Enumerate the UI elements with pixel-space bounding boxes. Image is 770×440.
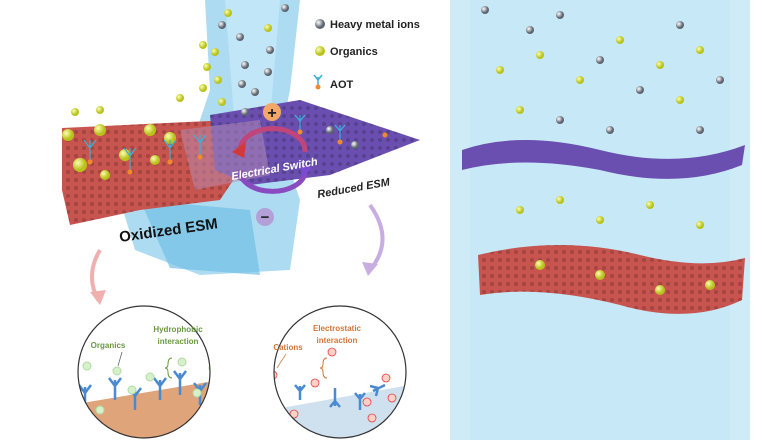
cations-callout: Cations — [273, 343, 303, 352]
heavy-metal-legend-icon — [315, 19, 325, 29]
hydrophobic-label-2: interaction — [158, 337, 199, 346]
electrostatic-label-1: Electrostatic — [313, 324, 362, 333]
minus-badge — [256, 208, 274, 226]
legend: Heavy metal ions Organics AOT — [313, 19, 420, 91]
organics-callout: Organics — [91, 341, 126, 350]
legend-heavy-metal: Heavy metal ions — [330, 19, 420, 31]
plus-badge — [263, 103, 281, 121]
arrow-to-electrostatic — [368, 203, 385, 272]
reduced-membrane-right — [462, 140, 745, 179]
electrostatic-inset: Cations Electrostatic interaction — [273, 305, 407, 439]
electrical-switch-arrows — [232, 126, 312, 194]
legend-organics: Organics — [330, 46, 378, 58]
right-panel-column — [450, 0, 750, 440]
minus-sign: − — [261, 209, 270, 226]
organics-legend-icon — [315, 46, 325, 56]
aot-molecules — [83, 114, 346, 170]
heavy-metal-particles — [218, 4, 359, 149]
plus-sign: + — [267, 105, 276, 122]
electrostatic-label-2: interaction — [317, 336, 358, 345]
hydrophobic-inset: Organics Hydrophobic interaction — [77, 305, 211, 439]
legend-aot: AOT — [330, 79, 354, 91]
organics-particles — [62, 9, 272, 180]
hydrophobic-label-1: Hydrophobic — [153, 325, 203, 334]
reduced-esm-label: Reduced ESM — [316, 176, 391, 201]
aot-legend-icon — [313, 74, 323, 85]
